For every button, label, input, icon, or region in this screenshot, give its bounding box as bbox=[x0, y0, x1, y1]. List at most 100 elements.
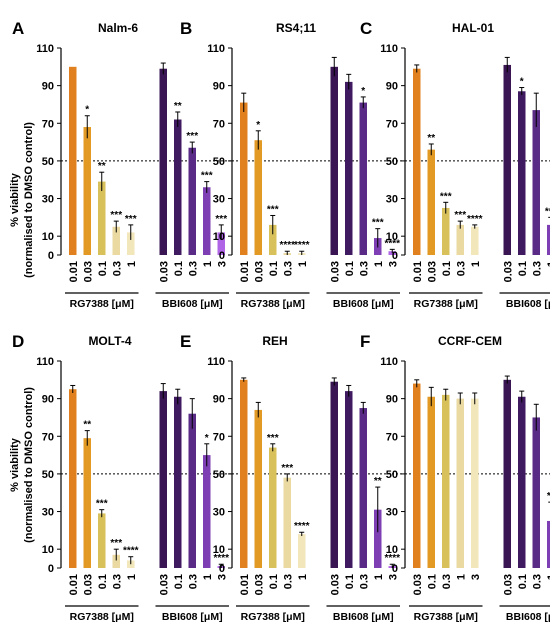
significance-label: **** bbox=[279, 240, 295, 251]
y-tick-label: 70 bbox=[42, 431, 54, 443]
y-tick-label: 70 bbox=[213, 431, 225, 443]
y-tick-label: 0 bbox=[48, 250, 54, 262]
x-tick-label: 0.1 bbox=[426, 574, 438, 589]
x-tick-label: 0.03 bbox=[253, 574, 265, 595]
bar bbox=[69, 389, 77, 568]
x-tick-label: 0.3 bbox=[455, 261, 467, 276]
bar bbox=[503, 64, 511, 255]
y-axis-label-top-row-line2: (normalised to DMSO control) bbox=[23, 122, 35, 278]
panel-letter-D: D bbox=[12, 332, 24, 351]
x-tick-label: 3 bbox=[387, 261, 399, 267]
bar bbox=[547, 520, 550, 568]
bar bbox=[112, 554, 120, 568]
panel-title: HAL-01 bbox=[452, 21, 494, 35]
y-axis-label-bottom-row-line2: (normalised to DMSO control) bbox=[23, 387, 35, 543]
y-tick-label: 70 bbox=[42, 118, 54, 130]
x-tick-label: 0.03 bbox=[158, 574, 170, 595]
panel-B: B RS4;11010305070901100.01*0.03***0.1****… bbox=[180, 19, 402, 310]
x-tick-label: 0.1 bbox=[268, 261, 280, 276]
significance-label: *** bbox=[372, 218, 384, 229]
significance-label: **** bbox=[123, 546, 139, 557]
x-tick-label: 0.1 bbox=[344, 261, 356, 276]
group-label: RG7388 [μM] bbox=[70, 611, 134, 623]
x-tick-label: 0.3 bbox=[531, 574, 543, 589]
x-tick-label: 0.1 bbox=[173, 261, 185, 276]
bar bbox=[174, 119, 182, 255]
x-tick-label: 0.1 bbox=[173, 574, 185, 589]
bar bbox=[159, 68, 167, 255]
y-tick-label: 110 bbox=[36, 43, 54, 55]
bar bbox=[345, 391, 353, 568]
y-tick-label: 50 bbox=[42, 469, 54, 481]
bar bbox=[330, 381, 338, 568]
significance-label: ** bbox=[547, 491, 550, 502]
panel-title: RS4;11 bbox=[276, 21, 316, 35]
group-label: RG7388 [μM] bbox=[241, 611, 305, 623]
x-tick-label: 0.1 bbox=[517, 261, 529, 276]
x-tick-label: 3 bbox=[216, 574, 228, 580]
bar bbox=[98, 513, 106, 568]
significance-label: ** bbox=[98, 161, 106, 172]
x-tick-label: 1 bbox=[373, 574, 385, 580]
x-tick-label: 0.3 bbox=[358, 574, 370, 589]
y-tick-label: 110 bbox=[207, 43, 225, 55]
significance-label: *** bbox=[96, 499, 108, 510]
group-label: RG7388 [μM] bbox=[414, 611, 478, 623]
y-tick-label: 110 bbox=[380, 356, 398, 368]
bar bbox=[442, 207, 450, 255]
y-tick-label: 0 bbox=[219, 250, 225, 262]
significance-label: * bbox=[205, 433, 209, 444]
bar bbox=[69, 66, 77, 256]
y-tick-label: 0 bbox=[392, 563, 398, 575]
significance-label: *** bbox=[110, 210, 122, 221]
bar bbox=[427, 149, 435, 255]
group-label: BBI608 [μM] bbox=[333, 298, 394, 310]
y-tick-label: 90 bbox=[42, 394, 54, 406]
significance-label: * bbox=[361, 86, 365, 97]
bar bbox=[518, 396, 526, 568]
y-tick-label: 30 bbox=[213, 194, 225, 206]
x-tick-label: 1 bbox=[455, 574, 467, 580]
x-tick-label: 1 bbox=[202, 261, 214, 267]
x-tick-label: 3 bbox=[387, 574, 399, 580]
bar bbox=[427, 396, 435, 568]
x-tick-label: 3 bbox=[216, 261, 228, 267]
y-tick-label: 50 bbox=[213, 469, 225, 481]
x-tick-label: 0.01 bbox=[68, 261, 80, 282]
x-tick-label: 1 bbox=[546, 574, 550, 580]
panel-C: C HAL-01010305070901100.01**0.03***0.1***… bbox=[360, 19, 550, 310]
group-label: RG7388 [μM] bbox=[241, 298, 305, 310]
x-tick-label: 0.01 bbox=[239, 261, 251, 282]
x-tick-label: 1 bbox=[470, 261, 482, 267]
panel-title: Nalm-6 bbox=[98, 21, 138, 35]
bar bbox=[240, 379, 248, 568]
significance-label: **** bbox=[467, 214, 483, 225]
y-tick-label: 110 bbox=[36, 356, 54, 368]
bar bbox=[413, 383, 421, 568]
significance-label: ** bbox=[374, 476, 382, 487]
bar bbox=[532, 110, 540, 255]
x-tick-label: 0.03 bbox=[329, 574, 341, 595]
bar bbox=[174, 396, 182, 568]
x-tick-label: 0.3 bbox=[358, 261, 370, 276]
x-tick-label: 0.03 bbox=[412, 574, 424, 595]
x-tick-label: 0.1 bbox=[97, 574, 109, 589]
y-tick-label: 90 bbox=[213, 394, 225, 406]
x-tick-label: 0.01 bbox=[239, 574, 251, 595]
panel-letter-C: C bbox=[360, 19, 372, 38]
y-tick-label: 10 bbox=[213, 544, 225, 556]
bar bbox=[240, 102, 248, 255]
bar bbox=[217, 232, 225, 255]
x-tick-label: 0.03 bbox=[158, 261, 170, 282]
x-tick-label: 1 bbox=[373, 261, 385, 267]
bar bbox=[188, 413, 196, 568]
bar bbox=[503, 379, 511, 568]
significance-label: **** bbox=[294, 240, 310, 251]
x-tick-label: 0.1 bbox=[344, 574, 356, 589]
x-tick-label: 0.3 bbox=[111, 574, 123, 589]
bar bbox=[269, 447, 277, 568]
y-tick-label: 30 bbox=[42, 194, 54, 206]
